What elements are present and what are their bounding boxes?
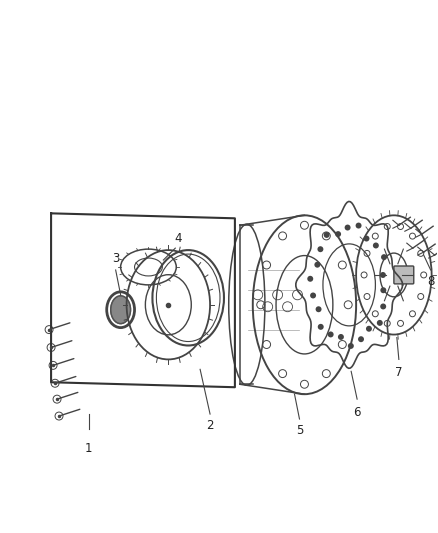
Circle shape bbox=[377, 320, 383, 326]
Circle shape bbox=[338, 334, 344, 340]
Circle shape bbox=[318, 324, 324, 330]
Text: 7: 7 bbox=[395, 366, 403, 379]
Circle shape bbox=[373, 243, 379, 248]
Circle shape bbox=[380, 287, 386, 293]
Text: 1: 1 bbox=[85, 442, 92, 455]
Circle shape bbox=[314, 262, 320, 268]
Circle shape bbox=[380, 272, 386, 278]
Text: 8: 8 bbox=[427, 275, 434, 288]
Circle shape bbox=[328, 332, 334, 337]
Circle shape bbox=[324, 232, 330, 238]
Ellipse shape bbox=[111, 296, 131, 324]
Text: 4: 4 bbox=[174, 232, 182, 245]
Circle shape bbox=[307, 276, 313, 282]
Circle shape bbox=[366, 326, 372, 332]
Circle shape bbox=[358, 336, 364, 342]
Circle shape bbox=[316, 306, 321, 312]
Circle shape bbox=[345, 224, 350, 231]
FancyBboxPatch shape bbox=[394, 266, 414, 284]
Circle shape bbox=[380, 303, 386, 310]
Text: 2: 2 bbox=[206, 419, 214, 432]
Circle shape bbox=[356, 223, 361, 229]
Text: 3: 3 bbox=[112, 252, 119, 265]
Circle shape bbox=[381, 254, 387, 260]
Circle shape bbox=[348, 343, 354, 349]
Text: 5: 5 bbox=[296, 424, 303, 437]
Circle shape bbox=[310, 293, 316, 298]
Text: 6: 6 bbox=[353, 406, 361, 419]
Circle shape bbox=[364, 236, 370, 241]
Circle shape bbox=[335, 231, 341, 237]
Circle shape bbox=[318, 246, 323, 252]
